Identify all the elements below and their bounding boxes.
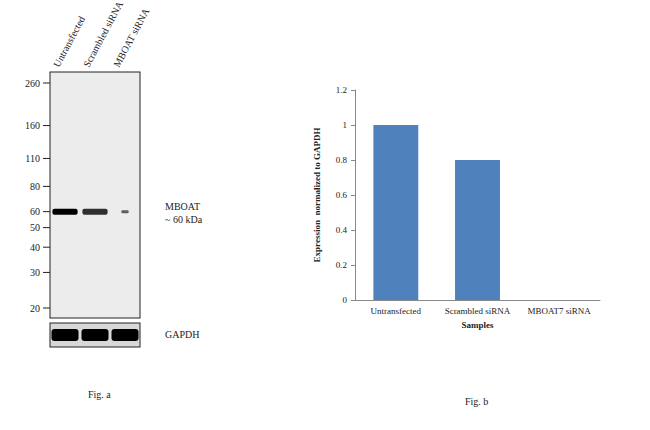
svg-text:Fig. b: Fig. b [465,396,488,407]
svg-text:Untransfected: Untransfected [371,306,422,316]
svg-text:Samples: Samples [461,320,494,330]
svg-text:260: 260 [25,78,40,89]
svg-text:80: 80 [30,181,40,192]
svg-text:30: 30 [30,267,40,278]
svg-text:MBOAT: MBOAT [165,201,200,212]
svg-text:MBOAT7 siRNA: MBOAT7 siRNA [528,306,592,316]
svg-text:~ 60 kDa: ~ 60 kDa [165,214,203,225]
svg-text:Fig. a: Fig. a [88,389,111,400]
svg-text:Expression normalized to GAPD: Expression normalized to GAPDH [312,128,322,263]
svg-text:50: 50 [30,222,40,233]
svg-text:GAPDH: GAPDH [165,329,199,340]
svg-text:Scrambled siRNA: Scrambled siRNA [445,306,511,316]
svg-text:0.2: 0.2 [336,260,347,270]
svg-text:0.4: 0.4 [336,225,348,235]
svg-text:1.2: 1.2 [336,85,347,95]
svg-text:0.6: 0.6 [336,190,348,200]
svg-text:MBOAT siRNA: MBOAT siRNA [111,6,152,69]
svg-text:160: 160 [25,120,40,131]
svg-text:0.8: 0.8 [336,155,348,165]
svg-text:20: 20 [30,303,40,314]
svg-text:Untransfected: Untransfected [51,14,88,69]
svg-text:0: 0 [343,295,348,305]
svg-text:1: 1 [343,120,348,130]
svg-text:60: 60 [30,206,40,217]
svg-text:110: 110 [25,153,40,164]
svg-text:40: 40 [30,242,40,253]
